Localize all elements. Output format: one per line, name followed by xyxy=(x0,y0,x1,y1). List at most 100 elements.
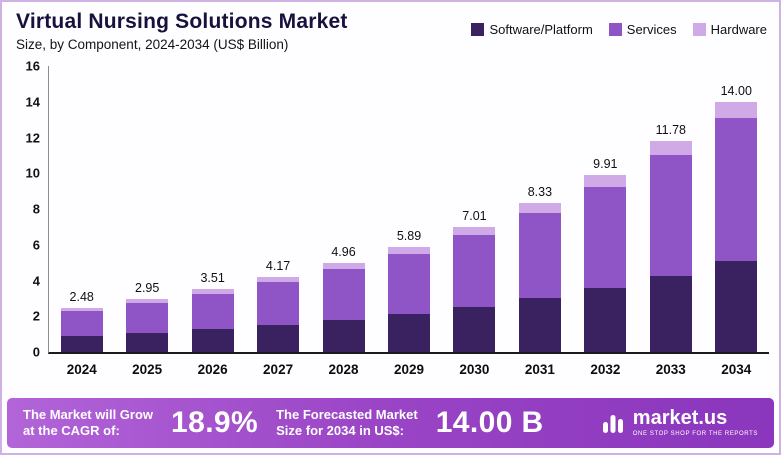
bar-total-label: 7.01 xyxy=(462,208,487,223)
bar-column-2033: 11.78 2033 xyxy=(638,66,703,377)
bar-segment-hardware xyxy=(649,141,692,156)
x-axis-label: 2025 xyxy=(132,362,163,377)
bar-segment-software-platform xyxy=(126,332,169,352)
bar-column-2030: 7.01 2030 xyxy=(442,66,507,377)
cagr-label-line1: The Market will Grow xyxy=(23,406,154,422)
forecast-value: 14.00 B xyxy=(435,406,544,439)
bar-stack xyxy=(387,246,430,352)
bar-stack xyxy=(126,299,169,352)
forecast-label: The Forecasted Market Size for 2034 in U… xyxy=(276,407,418,440)
bar-segment-services xyxy=(322,269,365,320)
bar-column-2029: 5.89 2029 xyxy=(376,66,441,377)
page-subtitle: Size, by Component, 2024-2034 (US$ Billi… xyxy=(16,37,289,52)
x-axis-label: 2026 xyxy=(197,362,228,377)
bar-stack xyxy=(322,263,365,352)
bar-segment-hardware xyxy=(60,307,103,311)
bar-stack xyxy=(584,174,627,352)
bar-total-label: 8.33 xyxy=(527,185,553,200)
stacked-bar-chart: 0 2 4 6 8 10 12 14 16 2.48 2024 2.95 2025 3.51 2026 4.… xyxy=(14,59,771,382)
bar-segment-hardware xyxy=(715,101,758,119)
bar-total-label: 3.51 xyxy=(200,271,225,286)
bar-segment-services xyxy=(649,155,692,276)
x-axis-label: 2031 xyxy=(524,362,555,377)
bar-column-2028: 4.96 2028 xyxy=(311,66,376,377)
bar-column-2025: 2.95 2025 xyxy=(114,66,179,377)
bar-segment-services xyxy=(60,310,103,336)
bar-stack xyxy=(518,203,561,352)
cagr-value: 18.9% xyxy=(171,406,259,439)
bar-total-label: 4.17 xyxy=(265,259,291,274)
bar-segment-hardware xyxy=(191,289,234,294)
legend-swatch-software-platform-icon xyxy=(471,23,485,36)
forecast-label-line2: Size for 2034 in US$: xyxy=(276,423,404,438)
bar-total-label: 14.00 xyxy=(720,83,752,98)
bar-segment-software-platform xyxy=(387,313,430,352)
x-axis-label: 2030 xyxy=(459,362,490,377)
bar-segment-services xyxy=(126,302,169,333)
y-axis-tick-label: 12 xyxy=(25,130,40,145)
bar-total-label: 5.89 xyxy=(396,228,422,243)
marketus-logo-text: market.us xyxy=(632,407,728,430)
marketus-logo: market.us ONE STOP SHOP FOR THE REPORTS xyxy=(600,408,758,437)
y-axis-tick-label: 14 xyxy=(25,94,40,110)
forecast-label-line1: The Forecasted Market xyxy=(276,406,418,422)
page-title: Virtual Nursing Solutions Market xyxy=(16,10,348,33)
bar-segment-hardware xyxy=(518,203,561,213)
bar-stack xyxy=(453,226,496,352)
y-axis-tick-label: 4 xyxy=(32,273,40,288)
bar-column-2031: 8.33 2031 xyxy=(507,66,572,377)
y-axis-tick-label: 2 xyxy=(32,308,40,324)
bar-total-label: 2.48 xyxy=(69,289,94,304)
bar-segment-hardware xyxy=(257,277,300,283)
bar-segment-services xyxy=(518,212,561,299)
cagr-banner: The Market will Grow at the CAGR of: 18.… xyxy=(7,398,774,448)
bar-segment-services xyxy=(257,282,300,326)
bar-segment-software-platform xyxy=(649,275,692,352)
x-axis-label: 2024 xyxy=(66,362,97,377)
bar-segment-software-platform xyxy=(715,261,758,352)
x-axis-label: 2033 xyxy=(655,362,686,377)
cagr-label-line2: at the CAGR of: xyxy=(23,423,120,438)
legend-label-hardware: Hardware xyxy=(710,22,767,37)
marketus-logo-text-wrap: market.us ONE STOP SHOP FOR THE REPORTS xyxy=(632,407,758,438)
bar-total-label: 9.91 xyxy=(593,156,618,171)
bar-segment-services xyxy=(715,118,758,262)
bar-total-label: 4.96 xyxy=(331,245,356,260)
legend-item-software-platform: Software/Platform xyxy=(471,22,593,37)
header: Virtual Nursing Solutions Market Size, b… xyxy=(16,10,348,52)
bar-column-2034: 14.00 2034 xyxy=(704,66,769,377)
bar-segment-hardware xyxy=(387,246,430,254)
bar-stack xyxy=(649,141,692,352)
marketus-logo-icon xyxy=(602,414,623,433)
bar-segment-services xyxy=(387,253,430,314)
legend-swatch-hardware-icon xyxy=(692,23,706,36)
y-axis: 0 2 4 6 8 10 12 14 16 xyxy=(14,59,44,360)
y-axis-tick-label: 8 xyxy=(32,201,40,217)
bar-column-2027: 4.17 2027 xyxy=(245,66,310,377)
bar-segment-software-platform xyxy=(191,329,234,352)
bar-segment-hardware xyxy=(584,174,627,187)
y-axis-tick-label: 0 xyxy=(32,344,40,360)
y-axis-tick-label: 10 xyxy=(25,165,40,181)
bar-segment-software-platform xyxy=(584,287,627,352)
bar-total-label: 2.95 xyxy=(135,281,160,296)
bar-segment-services xyxy=(191,293,234,330)
bar-segment-software-platform xyxy=(60,335,103,352)
legend-label-software-platform: Software/Platform xyxy=(489,22,593,37)
bar-column-2024: 2.48 2024 xyxy=(49,66,114,377)
y-axis-tick-label: 6 xyxy=(32,237,40,253)
bar-segment-hardware xyxy=(322,263,365,270)
legend-item-services: Services xyxy=(608,22,677,37)
x-axis-label: 2032 xyxy=(590,362,621,377)
bar-column-2032: 9.91 2032 xyxy=(573,66,638,377)
bar-stack xyxy=(191,289,234,352)
bar-stack xyxy=(257,277,300,352)
bar-stack xyxy=(60,307,103,352)
y-axis-tick-label: 16 xyxy=(25,58,40,74)
bar-segment-software-platform xyxy=(322,319,365,352)
bar-segment-services xyxy=(453,234,496,307)
bar-total-label: 11.78 xyxy=(655,123,686,138)
bar-segment-software-platform xyxy=(257,325,300,352)
plot-area: 2.48 2024 2.95 2025 3.51 2026 4.17 2027 4.96 2028… xyxy=(48,66,769,377)
